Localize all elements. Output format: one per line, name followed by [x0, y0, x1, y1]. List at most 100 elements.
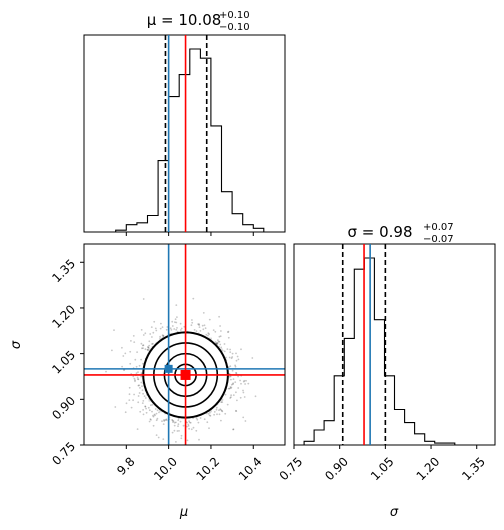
sample-point — [138, 392, 141, 394]
sample-point — [111, 349, 113, 352]
sample-point — [152, 415, 155, 418]
mu-title-sub: −0.10 — [219, 22, 250, 33]
sample-point — [207, 332, 210, 335]
sample-point — [179, 420, 182, 423]
sample-point — [226, 403, 229, 406]
sample-point — [234, 364, 237, 367]
sample-point — [188, 420, 191, 422]
joint-x-ticks: 9.8 10.0 10.2 10.4 — [114, 445, 265, 483]
mu-title-sup: +0.10 — [219, 10, 250, 21]
sample-point — [130, 340, 132, 342]
sample-point — [231, 356, 234, 358]
sample-point — [180, 327, 183, 330]
sample-point — [162, 335, 165, 338]
sample-point — [156, 417, 159, 420]
sample-point — [227, 336, 230, 339]
sample-point — [209, 411, 211, 414]
sample-point — [220, 346, 223, 349]
x-tick-label: 0.75 — [277, 454, 306, 483]
sample-point — [235, 372, 237, 374]
sample-point — [140, 372, 143, 374]
sample-point — [147, 345, 149, 348]
sample-point — [142, 334, 145, 336]
x-tick-label: 9.8 — [114, 454, 137, 477]
sample-point — [235, 410, 238, 412]
sample-point — [137, 384, 140, 387]
sample-point — [237, 375, 240, 378]
sample-point — [215, 342, 218, 344]
sample-point — [190, 428, 193, 431]
sample-point — [155, 434, 158, 436]
sample-point — [174, 318, 177, 321]
mu-title-main: μ = 10.08 — [147, 11, 222, 29]
x-tick-label: 10.0 — [151, 454, 180, 483]
sample-point — [171, 419, 174, 421]
sample-point — [240, 382, 242, 385]
hist-step — [84, 48, 285, 233]
sample-point — [242, 416, 245, 419]
sample-point — [135, 372, 138, 374]
x-tick-label: 1.35 — [459, 454, 488, 483]
sample-point — [236, 355, 239, 358]
sample-point — [230, 383, 233, 386]
sample-point — [176, 430, 179, 432]
sample-point — [217, 339, 219, 341]
sample-point — [220, 419, 222, 422]
sample-point — [195, 429, 198, 432]
sample-point — [135, 365, 138, 368]
sample-point — [244, 420, 247, 422]
sample-point — [140, 342, 143, 345]
sample-point — [199, 417, 202, 419]
sample-point — [195, 330, 198, 332]
sample-point — [151, 403, 154, 406]
sample-point — [148, 344, 151, 347]
sample-point — [175, 304, 178, 306]
sample-point — [137, 395, 140, 397]
sample-point — [142, 409, 145, 411]
sample-point — [140, 381, 143, 384]
sample-point — [231, 352, 234, 355]
sample-point — [144, 348, 147, 351]
sample-point — [155, 419, 158, 422]
sample-point — [137, 378, 139, 380]
sample-point — [232, 378, 235, 380]
sample-point — [195, 417, 198, 420]
sigma-x-axis-label: σ — [390, 505, 399, 520]
sample-point — [243, 379, 246, 382]
sample-point — [183, 325, 186, 328]
sample-point — [130, 406, 133, 409]
sample-point — [163, 419, 165, 421]
sample-point — [146, 348, 149, 351]
sample-point — [162, 334, 165, 337]
sigma-x-ticks: 0.75 0.90 1.05 1.20 1.35 — [277, 445, 488, 483]
sample-point — [171, 320, 174, 323]
y-tick-label: 0.75 — [49, 439, 78, 468]
sample-point — [153, 320, 156, 323]
sample-point — [141, 385, 143, 388]
mu-marginal-lines — [125, 35, 254, 236]
joint-y-axis-label: σ — [9, 340, 24, 349]
sample-point — [132, 375, 135, 378]
sample-point — [227, 387, 230, 390]
sample-point — [191, 319, 193, 321]
sample-point — [156, 409, 159, 412]
y-tick-label: 0.90 — [49, 394, 78, 423]
sample-point — [174, 321, 176, 323]
sample-point — [165, 419, 168, 421]
sample-point — [105, 370, 107, 373]
sample-point — [205, 333, 208, 336]
sample-point — [199, 330, 202, 332]
sample-point — [170, 329, 173, 331]
sigma-marginal-panel: 0.75 0.90 1.05 1.20 1.35 σ = 0.98 +0.07 −0.0… — [277, 222, 496, 520]
mu-marginal-title: μ = 10.08 — [147, 11, 222, 29]
joint-y-ticks: 0.75 0.90 1.05 1.20 1.35 — [49, 256, 84, 468]
sample-point — [162, 423, 165, 425]
sample-point — [234, 365, 237, 368]
sample-point — [114, 406, 117, 408]
sample-point — [121, 365, 123, 368]
sample-point — [202, 328, 205, 331]
sample-point — [219, 325, 222, 327]
sample-point — [230, 386, 233, 389]
sample-point — [139, 387, 141, 389]
